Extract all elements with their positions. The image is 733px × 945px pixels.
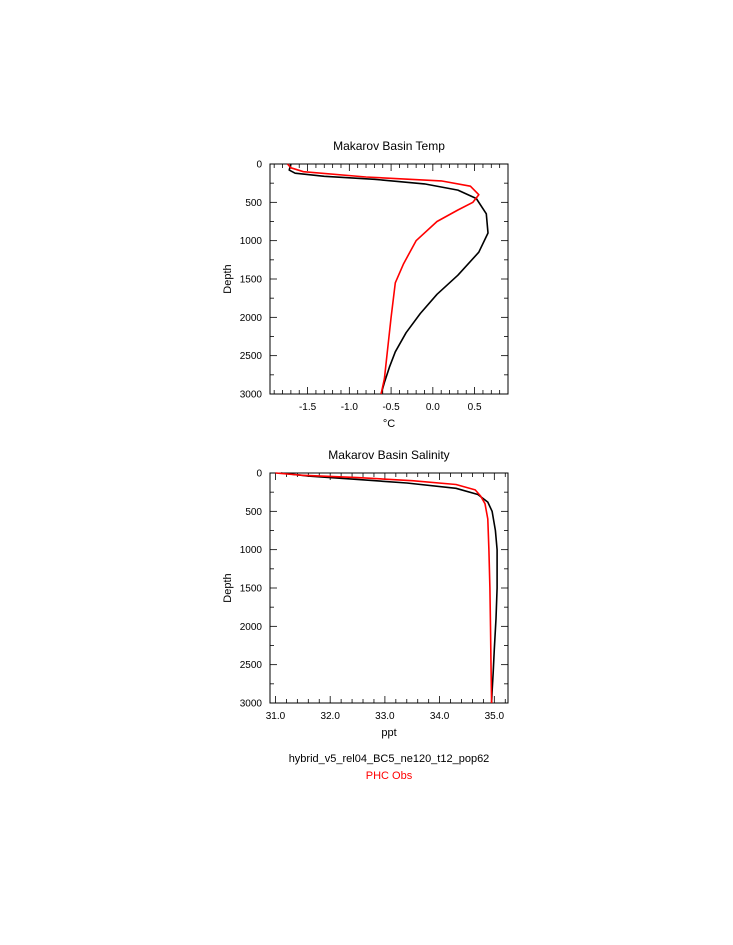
series-line-model	[288, 163, 489, 395]
y-tick-label: 3000	[240, 699, 263, 710]
legend-model-name: hybrid_v5_rel04_BC5_ne120_t12_pop62	[289, 753, 490, 765]
chart-title: Makarov Basin Salinity	[328, 448, 449, 462]
y-tick-label: 0	[256, 469, 262, 480]
x-tick-label: 0.0	[426, 402, 440, 413]
y-tick-label: 500	[245, 198, 262, 209]
y-tick-label: 1500	[240, 275, 263, 286]
y-tick-label: 3000	[240, 390, 263, 401]
x-tick-label: -1.0	[341, 402, 359, 413]
y-tick-label: 2500	[240, 351, 263, 362]
x-tick-label: 34.0	[430, 711, 450, 722]
x-tick-label: 35.0	[485, 711, 505, 722]
y-tick-label: 2500	[240, 660, 263, 671]
salinity-panel: Makarov Basin Salinity 31.0 32.0 33.0 34.0 35…	[222, 448, 509, 739]
y-tick-label: 1000	[240, 545, 263, 556]
y-axis-label: Depth	[222, 573, 234, 602]
x-axis-label: °C	[383, 418, 395, 430]
y-tick-label: 500	[245, 507, 262, 518]
x-tick-label: 33.0	[375, 711, 395, 722]
plot-frame	[269, 472, 509, 704]
x-tick-label: -1.5	[299, 402, 317, 413]
y-tick-label: 1000	[240, 236, 263, 247]
series-line-obs	[286, 163, 480, 395]
y-tick-label: 2000	[240, 313, 263, 324]
x-tick-label: 32.0	[320, 711, 340, 722]
legend-obs-name: PHC Obs	[366, 770, 413, 782]
x-axis-label: ppt	[381, 727, 396, 739]
y-tick-label: 1500	[240, 584, 263, 595]
y-tick-label: 0	[256, 160, 262, 171]
x-tick-label: 0.5	[468, 402, 482, 413]
plot-frame	[269, 163, 509, 395]
x-tick-label: -0.5	[382, 402, 400, 413]
x-tick-label: 31.0	[266, 711, 286, 722]
chart-title: Makarov Basin Temp	[333, 139, 445, 153]
y-tick-label: 2000	[240, 622, 263, 633]
series-line-model	[280, 472, 498, 704]
series-line-obs	[275, 472, 493, 704]
y-axis-label: Depth	[222, 264, 234, 293]
temperature-panel: Makarov Basin Temp -1.5 -1.0 -0.5 0.0 0.5 0 500…	[222, 139, 509, 430]
